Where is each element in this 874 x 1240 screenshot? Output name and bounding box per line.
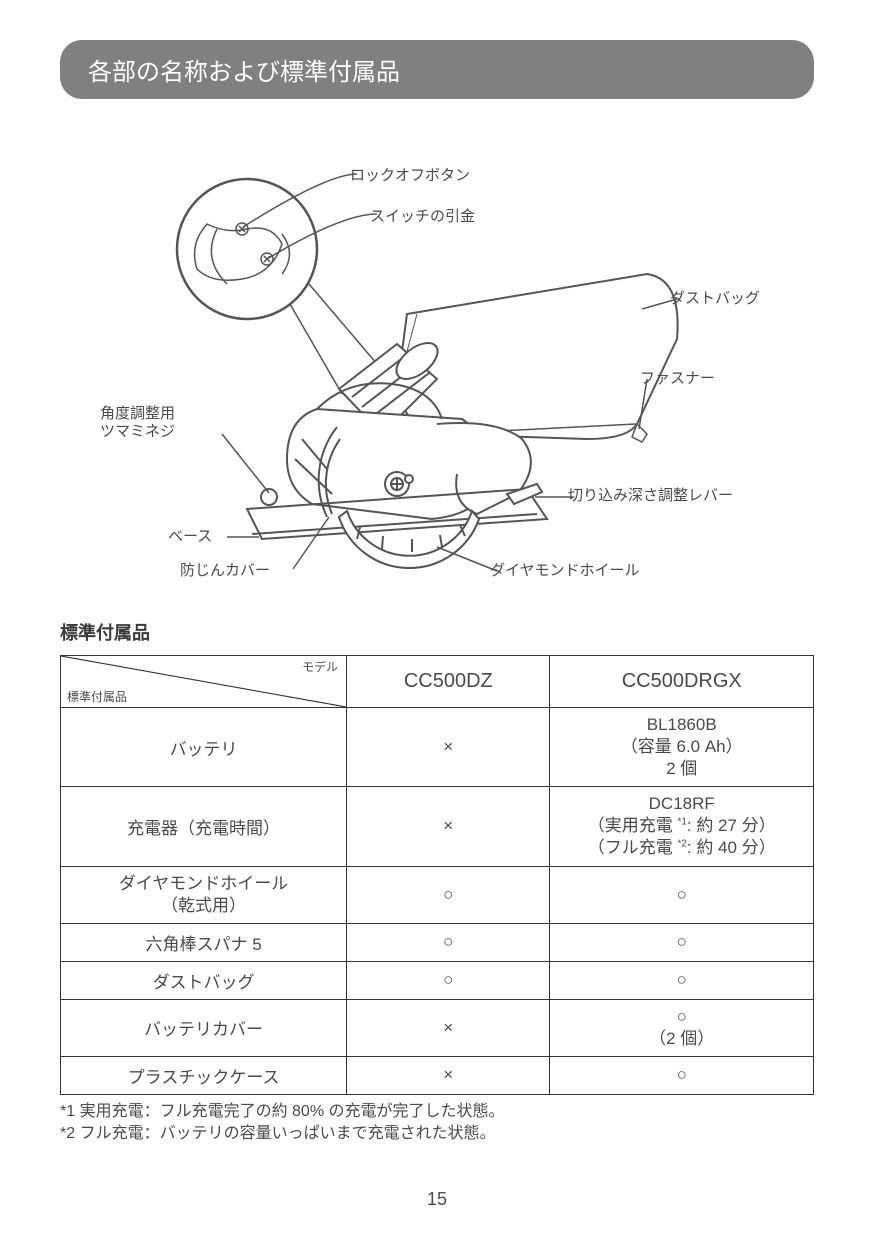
footnote-1: *1 実用充電：フル充電完了の約 80% の充電が完了した状態。: [60, 1101, 814, 1123]
row-label: プラスチックケース: [61, 1056, 347, 1094]
header-diagonal-cell: モデル 標準付属品: [61, 656, 347, 708]
label-fastener: ファスナー: [640, 367, 715, 388]
table-row: ダイヤモンドホイール（乾式用） ○ ○: [61, 866, 814, 923]
table-row: 六角棒スパナ 5 ○ ○: [61, 923, 814, 961]
table-header-row: モデル 標準付属品 CC500DZ CC500DRGX: [61, 656, 814, 708]
footnotes: *1 実用充電：フル充電完了の約 80% の充電が完了した状態。 *2 フル充電…: [60, 1101, 814, 1146]
row-label: 充電器（充電時間）: [61, 787, 347, 866]
row-label: 六角棒スパナ 5: [61, 923, 347, 961]
label-switch-trigger: スイッチの引金: [370, 205, 475, 226]
label-dust-bag: ダストバッグ: [670, 287, 760, 308]
cell: ○: [347, 961, 550, 999]
cell: ○: [550, 961, 814, 999]
cell: ○: [550, 866, 814, 923]
label-angle-adjust-l2: ツマミネジ: [100, 423, 175, 440]
header-model-label: モデル: [302, 658, 338, 675]
cell: ×: [347, 1056, 550, 1094]
cell: ○: [550, 923, 814, 961]
accessories-table: モデル 標準付属品 CC500DZ CC500DRGX バッテリ × BL186…: [60, 655, 814, 1095]
cell: ○: [347, 923, 550, 961]
cell: ○: [347, 866, 550, 923]
cell: DC18RF（実用充電 *1: 約 27 分）（フル充電 *2: 約 40 分）: [550, 787, 814, 866]
table-row: バッテリ × BL1860B（容量 6.0 Ah）2 個: [61, 708, 814, 787]
cell: ○（2 個）: [550, 999, 814, 1056]
cell: ×: [347, 787, 550, 866]
cell: ○: [550, 1056, 814, 1094]
label-depth-lever: 切り込み深さ調整レバー: [568, 484, 733, 505]
table-row: ダストバッグ ○ ○: [61, 961, 814, 999]
parts-diagram: ロックオフボタン スイッチの引金 ダストバッグ ファスナー 角度調整用 ツマミネ…: [60, 139, 814, 579]
label-angle-adjust-l1: 角度調整用: [100, 405, 175, 422]
footnote-2: *2 フル充電：バッテリの容量いっぱいまで充電された状態。: [60, 1123, 814, 1145]
label-dust-cover: 防じんカバー: [180, 559, 270, 580]
row-label: バッテリカバー: [61, 999, 347, 1056]
label-diamond-wheel: ダイヤモンドホイール: [490, 559, 640, 580]
label-angle-adjust: 角度調整用 ツマミネジ: [100, 405, 175, 441]
table-row: プラスチックケース × ○: [61, 1056, 814, 1094]
accessories-title: 標準付属品: [60, 619, 814, 645]
table-row: バッテリカバー × ○（2 個）: [61, 999, 814, 1056]
label-lock-off: ロックオフボタン: [350, 164, 470, 185]
cell: ×: [347, 708, 550, 787]
col-header-0: CC500DZ: [347, 656, 550, 708]
section-header: 各部の名称および標準付属品: [60, 40, 814, 99]
row-label: バッテリ: [61, 708, 347, 787]
table-row: 充電器（充電時間） × DC18RF（実用充電 *1: 約 27 分）（フル充電…: [61, 787, 814, 866]
row-label: ダストバッグ: [61, 961, 347, 999]
label-base: ベース: [168, 525, 212, 546]
page-number: 15: [0, 1189, 874, 1210]
row-label: ダイヤモンドホイール（乾式用）: [61, 866, 347, 923]
cell: BL1860B（容量 6.0 Ah）2 個: [550, 708, 814, 787]
cell: ×: [347, 999, 550, 1056]
col-header-1: CC500DRGX: [550, 656, 814, 708]
header-accessory-label: 標準付属品: [67, 688, 127, 705]
